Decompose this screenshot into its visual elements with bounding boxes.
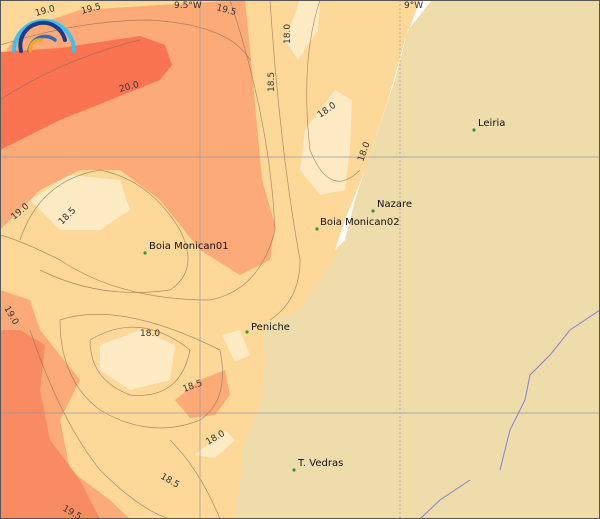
rainbow-arc-logo: [12, 19, 76, 53]
cool-zone: [285, 0, 320, 60]
hot-zone: [0, 36, 172, 150]
place-t-vedras[interactable]: T. Vedras: [292, 458, 343, 472]
place-marker: [292, 468, 296, 472]
cool-zone: [195, 430, 235, 458]
place-marker: [371, 209, 375, 213]
contour-label: 18.5: [267, 72, 277, 92]
cool-zone: [100, 330, 175, 390]
rivers: [419, 309, 600, 519]
place-marker: [315, 227, 319, 231]
grid-label: 9.5°W: [174, 1, 202, 11]
warm-zone: [175, 370, 230, 418]
cool-zone: [222, 330, 250, 362]
place-label: Boia Monican01: [149, 241, 229, 252]
place-boia-monican02[interactable]: Boia Monican02: [315, 217, 400, 231]
place-nazare[interactable]: Nazare: [371, 199, 412, 213]
place-leiria[interactable]: Leiria: [472, 118, 505, 132]
place-boia-monican01[interactable]: Boia Monican01: [143, 241, 229, 255]
place-label: Peniche: [251, 322, 290, 333]
contour-label: 18.0: [283, 24, 293, 44]
place-label: Nazare: [377, 199, 412, 210]
place-marker: [245, 330, 249, 334]
place-label: Leiria: [478, 118, 505, 129]
grid-label: 9°W: [404, 1, 423, 11]
place-peniche[interactable]: Peniche: [245, 322, 290, 334]
place-label: Boia Monican02: [320, 217, 400, 228]
place-marker: [472, 128, 476, 132]
contour-label: 18.0: [140, 329, 160, 339]
hot-zone: [0, 330, 100, 519]
place-label: T. Vedras: [297, 458, 343, 469]
place-marker: [143, 251, 147, 255]
coastal-white-strip: [335, 0, 432, 250]
cool-zone: [300, 90, 352, 195]
